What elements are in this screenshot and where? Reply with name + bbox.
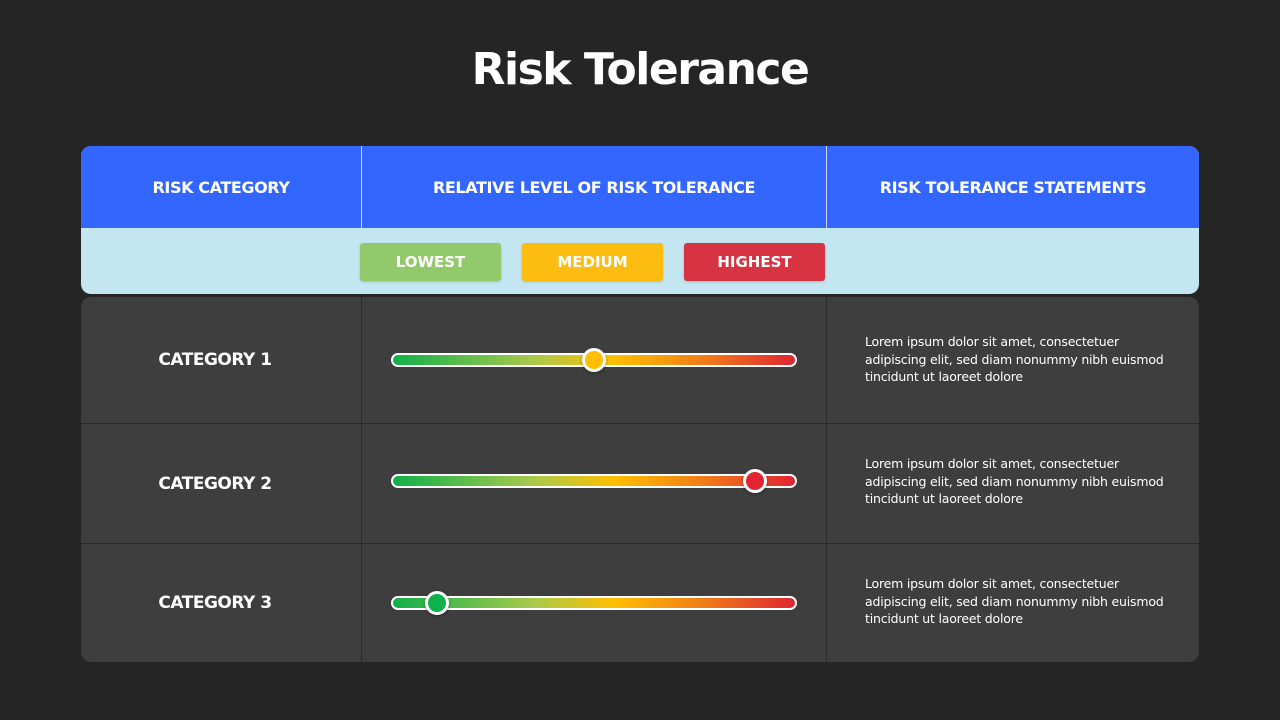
- risk-statement: Lorem ipsum dolor sit amet, consectetuer…: [865, 334, 1164, 384]
- legend-row: LOWEST MEDIUM HIGHEST: [81, 228, 1199, 294]
- category-label: CATEGORY 1: [158, 350, 272, 370]
- category-label: CATEGORY 3: [158, 593, 272, 613]
- table-row: CATEGORY 2 Lorem ipsum dolor sit amet, c…: [81, 424, 1199, 543]
- header-divider: [361, 146, 362, 228]
- risk-statement: Lorem ipsum dolor sit amet, consectetuer…: [865, 576, 1164, 626]
- risk-level-knob: [425, 591, 450, 615]
- legend-medium: MEDIUM: [522, 243, 663, 281]
- page-title: Risk Tolerance: [471, 44, 810, 95]
- header-risk-category: RISK CATEGORY: [152, 177, 290, 197]
- risk-level-slider: [391, 469, 797, 493]
- header-relative-level: RELATIVE LEVEL OF RISK TOLERANCE: [432, 177, 755, 197]
- risk-level-knob: [582, 348, 606, 372]
- column-divider: [826, 297, 827, 662]
- table-header-row: RISK CATEGORY RELATIVE LEVEL OF RISK TOL…: [81, 146, 1199, 228]
- risk-statement: Lorem ipsum dolor sit amet, consectetuer…: [865, 456, 1164, 506]
- table-header-panel: RISK CATEGORY RELATIVE LEVEL OF RISK TOL…: [81, 146, 1199, 294]
- legend-highest: HIGHEST: [684, 243, 825, 281]
- legend-lowest: LOWEST: [360, 243, 501, 281]
- header-divider: [826, 146, 827, 228]
- table-body: CATEGORY 1 Lorem ipsum dolor sit amet, c…: [81, 297, 1199, 662]
- row-divider: [81, 543, 1199, 544]
- risk-level-slider: [391, 348, 797, 372]
- risk-level-knob: [742, 469, 767, 493]
- category-label: CATEGORY 2: [158, 473, 272, 494]
- column-divider: [361, 297, 362, 662]
- risk-level-slider: [391, 591, 797, 615]
- row-divider: [81, 423, 1199, 424]
- table-row: CATEGORY 3 Lorem ipsum dolor sit amet, c…: [81, 544, 1199, 662]
- header-statements: RISK TOLERANCE STATEMENTS: [879, 177, 1147, 197]
- table-row: CATEGORY 1 Lorem ipsum dolor sit amet, c…: [81, 297, 1199, 423]
